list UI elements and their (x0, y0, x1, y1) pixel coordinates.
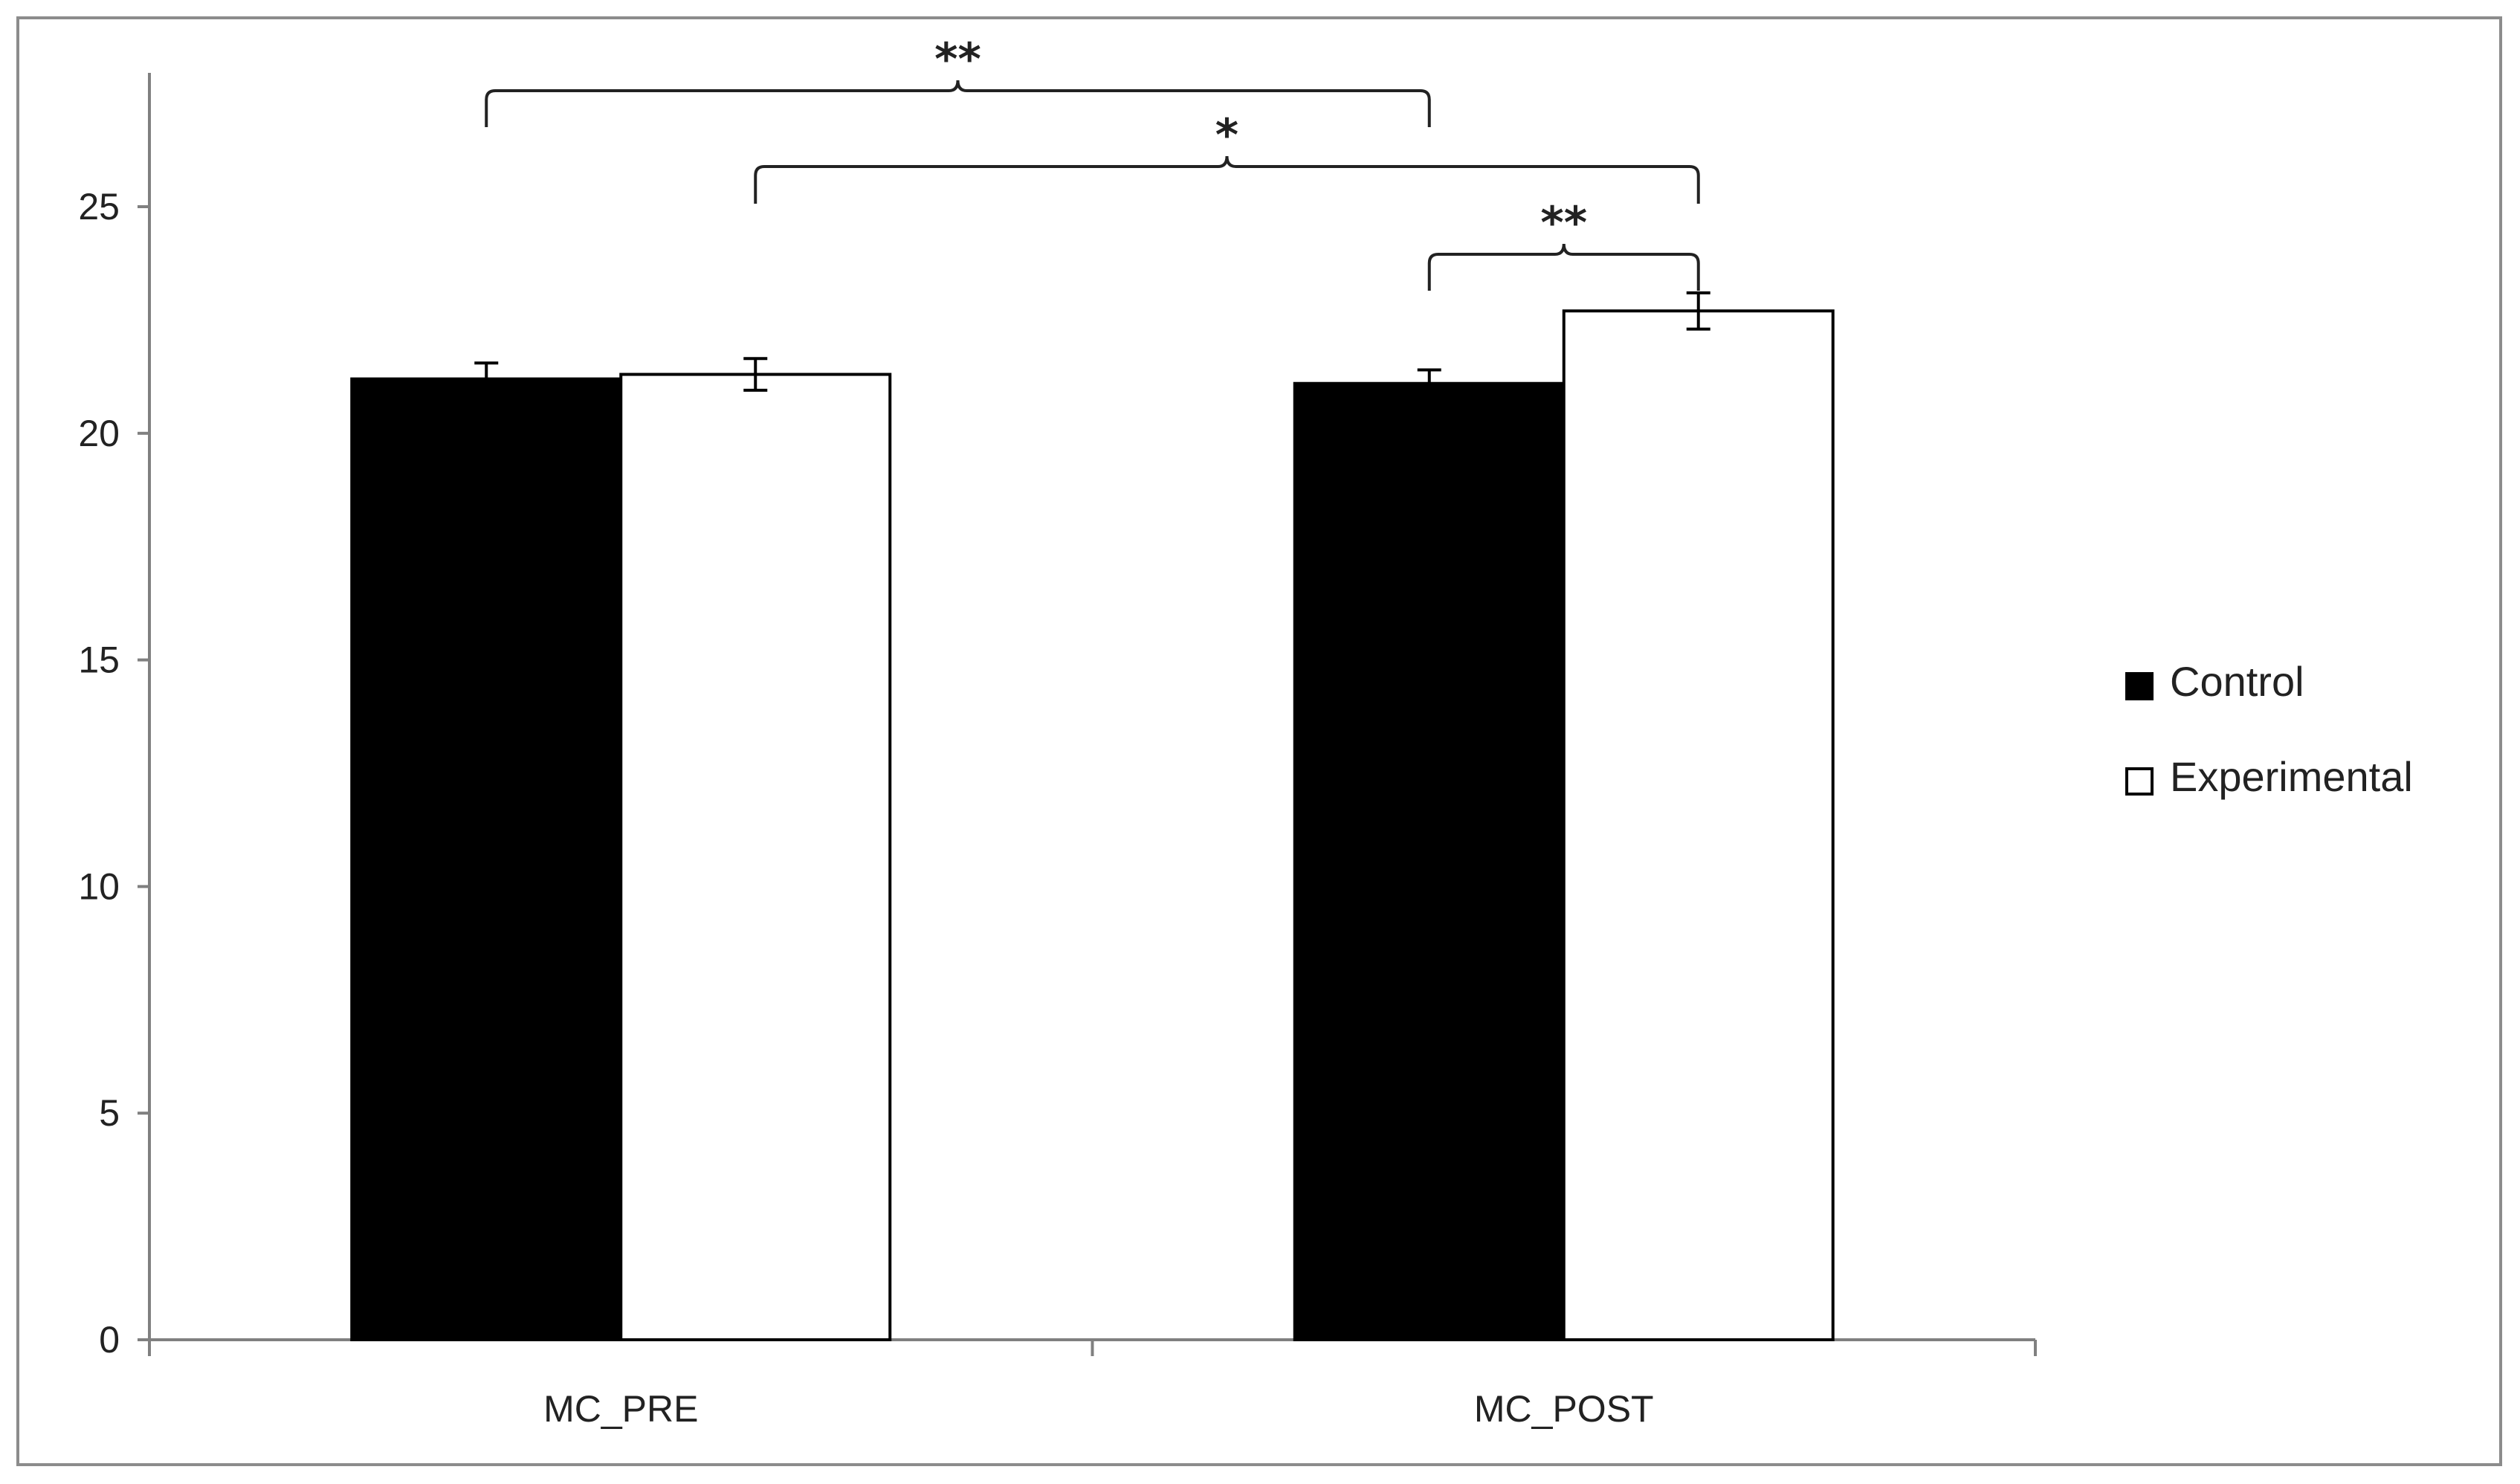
significance-label: * (1215, 109, 1238, 161)
significance-label: ** (1540, 197, 1587, 249)
legend-swatch-experimental (2125, 767, 2154, 796)
legend-swatch-control (2125, 672, 2154, 700)
x-category-label: MC_PRE (543, 1388, 698, 1430)
bar-experimental-mc_post (1562, 309, 1835, 1341)
y-tick-label: 0 (99, 1319, 120, 1361)
legend: Control Experimental (2125, 658, 2413, 800)
error-bars (474, 291, 1710, 399)
significance-bracket (1427, 243, 1700, 291)
bar-control-mc_pre (350, 377, 623, 1342)
y-tick-label: 5 (99, 1092, 120, 1134)
significance-label: ** (934, 33, 981, 86)
y-tick-label: 20 (78, 413, 120, 454)
bars (350, 309, 1835, 1342)
significance-bracket (485, 80, 1431, 127)
significance-bracket (754, 155, 1700, 204)
x-category-label: MC_POST (1474, 1388, 1654, 1430)
bar-control-mc_post (1293, 381, 1566, 1341)
significance-brackets: ***** (485, 33, 1700, 291)
y-tick-label: 10 (78, 865, 120, 907)
legend-label-experimental: Experimental (2170, 753, 2413, 800)
y-tick-label: 15 (78, 639, 120, 681)
bar-experimental-mc_pre (619, 372, 892, 1341)
y-tick-label: 25 (78, 186, 120, 228)
chart-frame: 0 5 10 15 20 25 MC_PRE MC_POST ** * ** Control Exp… (16, 16, 2502, 1466)
legend-label-control: Control (2170, 658, 2304, 705)
